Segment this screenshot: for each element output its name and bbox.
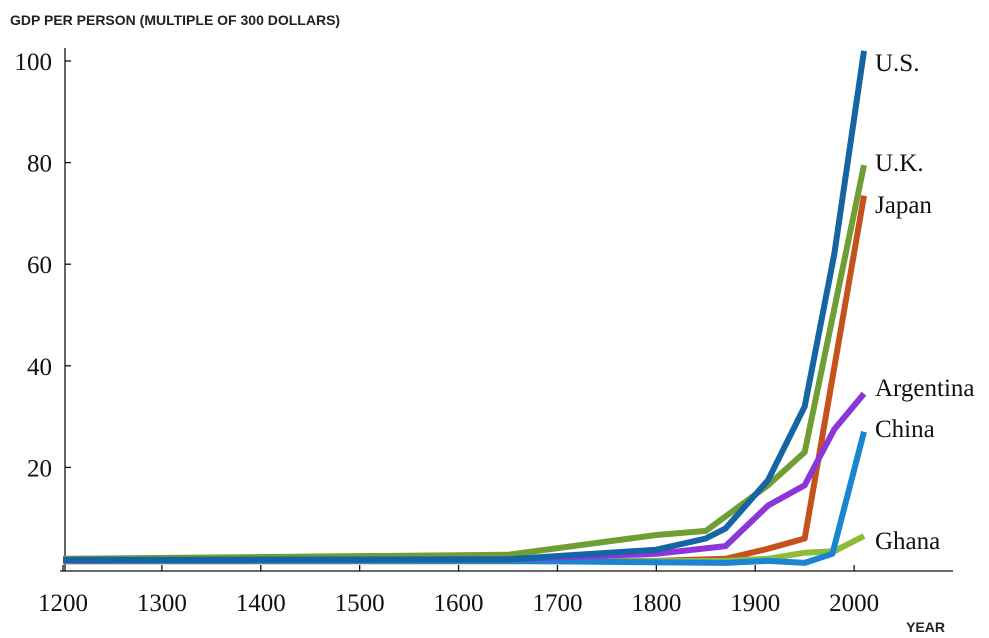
x-tick-label: 1800	[631, 590, 681, 617]
y-tick-label: 20	[27, 455, 52, 482]
series-line-u-s	[62, 50, 867, 563]
x-tick-label: 1200	[38, 590, 88, 617]
x-tick-label: 1700	[532, 590, 582, 617]
series-line-u-k	[62, 164, 867, 562]
series-labels: U.K. Japan Ghana China Argentina U.S.	[875, 50, 975, 555]
x-tick-label: 1500	[335, 590, 385, 617]
y-tick-label: 60	[27, 252, 52, 279]
series-lines	[62, 50, 867, 566]
series-label-u-s: U.S.	[875, 50, 919, 77]
y-tick-label: 80	[27, 151, 52, 178]
axis-ticks: 20 40 60 80 100 1200 1300 1400 1500 1600 1700 1800 1…	[15, 49, 880, 617]
series-label-ghana: Ghana	[875, 528, 940, 555]
series-label-china: China	[875, 416, 935, 443]
series-label-argentina: Argentina	[875, 375, 975, 402]
x-tick-label: 1600	[434, 590, 484, 617]
series-line-china	[63, 431, 867, 566]
series-label-u-k: U.K.	[875, 150, 924, 177]
x-tick-label: 1300	[137, 590, 187, 617]
series-label-japan: Japan	[875, 192, 932, 219]
x-tick-label: 1400	[236, 590, 286, 617]
y-axis-title: GDP PER PERSON (MULTIPLE OF 300 DOLLARS)	[10, 12, 340, 28]
x-tick-label: 1900	[730, 590, 780, 617]
x-tick-label: 2000	[829, 590, 879, 617]
series-line-argentina	[62, 391, 867, 564]
x-axis-title: YEAR	[906, 619, 945, 635]
y-tick-label: 100	[15, 49, 53, 76]
y-tick-label: 40	[27, 354, 52, 381]
